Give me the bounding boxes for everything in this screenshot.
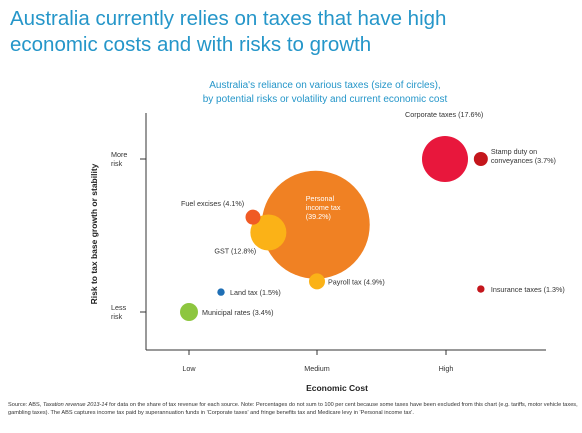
source-prefix: Source: ABS,	[8, 402, 43, 408]
y-tick-label: Less	[111, 303, 127, 312]
headline-line-1: Australia currently relies on taxes that…	[10, 7, 447, 30]
bubble-label-personal-income-tax: Personal	[306, 194, 335, 203]
bubble-personal-income-tax	[261, 170, 370, 279]
bubble-label-land-tax: Land tax (1.5%)	[230, 288, 281, 297]
bubble-label-gst: GST (12.8%)	[214, 246, 256, 255]
x-tick-label: Low	[182, 364, 196, 373]
bubble-label-stamp-duty-on-conveyances: Stamp duty on	[491, 147, 537, 156]
bubble-label-stamp-duty-on-conveyances: conveyances (3.7%)	[491, 156, 556, 165]
x-tick-label: Medium	[304, 364, 330, 373]
bubble-label-payroll-tax: Payroll tax (4.9%)	[328, 277, 385, 286]
x-tick-label: High	[439, 364, 454, 373]
bubble-label-personal-income-tax: income tax	[306, 203, 341, 212]
bubble-label-fuel-excises: Fuel excises (4.1%)	[181, 199, 244, 208]
y-tick-label: More	[111, 150, 127, 159]
bubble-fuel-excises	[245, 209, 261, 225]
subtitle-line-1: Australia's reliance on various taxes (s…	[209, 80, 441, 91]
bubble-insurance-taxes	[477, 285, 485, 293]
bubble-payroll-tax	[309, 273, 325, 290]
x-axis-title: Economic Cost	[306, 383, 368, 393]
source-text: for data on the share of tax revenue for…	[8, 402, 578, 416]
bubble-municipal-rates	[180, 303, 198, 321]
y-tick-label: risk	[111, 159, 123, 168]
bubble-stamp-duty-on-conveyances	[473, 152, 488, 166]
y-axis-title: Risk to tax base growth or stability	[89, 163, 99, 304]
y-tick-label: risk	[111, 312, 123, 321]
page-title: Australia currently relies on taxes that…	[10, 6, 570, 58]
bubble-label-municipal-rates: Municipal rates (3.4%)	[202, 308, 274, 317]
source-note: Source: ABS, Taxation revenue 2013-14 fo…	[8, 401, 578, 417]
bubble-label-personal-income-tax: (39.2%)	[306, 212, 331, 221]
bubble-corporate-taxes	[422, 136, 468, 182]
headline-line-2: economic costs and with risks to growth	[10, 33, 372, 56]
bubble-label-corporate-taxes: Corporate taxes (17.6%)	[405, 110, 483, 119]
bubble-gst	[250, 214, 287, 251]
subtitle-line-2: by potential risks or volatility and cur…	[202, 94, 448, 105]
bubble-label-insurance-taxes: Insurance taxes (1.3%)	[491, 285, 565, 294]
source-title: Taxation revenue 2013-14	[42, 402, 108, 408]
chart-subtitle: Australia's reliance on various taxes (s…	[120, 79, 530, 107]
chart-bubble-labels: Corporate taxes (17.6%) Stamp duty onconv…	[181, 110, 565, 317]
chart-bubbles	[180, 136, 488, 321]
bubble-land-tax	[217, 288, 225, 296]
